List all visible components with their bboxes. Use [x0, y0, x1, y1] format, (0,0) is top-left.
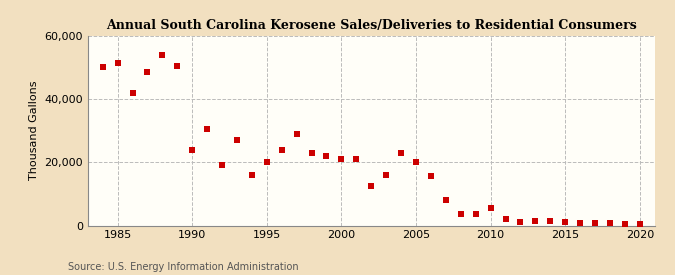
Point: [232, 138, 242, 142]
Point: [620, 221, 630, 226]
Point: [336, 157, 347, 161]
Point: [306, 150, 317, 155]
Point: [246, 173, 257, 177]
Point: [410, 160, 421, 164]
Point: [172, 64, 183, 68]
Point: [261, 160, 272, 164]
Point: [276, 147, 287, 152]
Point: [456, 212, 466, 217]
Point: [634, 222, 645, 226]
Point: [127, 90, 138, 95]
Point: [574, 221, 585, 225]
Point: [157, 53, 168, 57]
Point: [545, 219, 556, 223]
Point: [217, 163, 227, 167]
Point: [530, 219, 541, 223]
Point: [470, 212, 481, 217]
Point: [366, 184, 377, 188]
Point: [500, 217, 511, 221]
Point: [485, 206, 496, 210]
Point: [351, 157, 362, 161]
Point: [321, 154, 332, 158]
Point: [142, 70, 153, 74]
Point: [590, 221, 601, 225]
Point: [112, 60, 123, 65]
Point: [515, 219, 526, 224]
Y-axis label: Thousand Gallons: Thousand Gallons: [29, 81, 38, 180]
Point: [441, 198, 452, 202]
Point: [97, 65, 108, 70]
Point: [187, 147, 198, 152]
Text: Source: U.S. Energy Information Administration: Source: U.S. Energy Information Administ…: [68, 262, 298, 272]
Point: [202, 127, 213, 131]
Point: [425, 174, 436, 179]
Point: [291, 131, 302, 136]
Point: [560, 220, 570, 224]
Title: Annual South Carolina Kerosene Sales/Deliveries to Residential Consumers: Annual South Carolina Kerosene Sales/Del…: [106, 19, 637, 32]
Point: [381, 173, 392, 177]
Point: [396, 150, 406, 155]
Point: [605, 221, 616, 226]
